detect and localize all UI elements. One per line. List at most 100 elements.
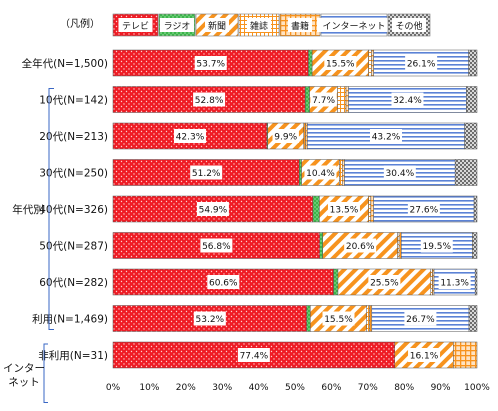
group-label-text: ネット	[8, 376, 40, 388]
data-label: 54.9%	[199, 206, 228, 216]
bar-segment	[368, 49, 372, 77]
bar-row: 54.9% 13.5% 27.6%	[112, 195, 478, 223]
legend-label: その他	[395, 20, 422, 32]
bar-segment	[308, 49, 313, 77]
data-label: 15.5%	[326, 60, 355, 70]
legend-item-4: 雑誌	[238, 13, 280, 37]
data-label: 60.6%	[209, 279, 238, 289]
bar-segment	[342, 159, 345, 186]
x-tick-label: 90%	[431, 383, 451, 393]
bar-segment	[371, 49, 374, 77]
data-label: 15.5%	[324, 315, 353, 325]
group-label-1: 年代別	[12, 88, 54, 330]
legend-label: 雑誌	[250, 20, 268, 32]
x-tick-label: 20%	[176, 383, 196, 393]
x-tick-label: 40%	[249, 383, 269, 393]
bar-segment	[466, 86, 478, 113]
data-label-bg	[196, 202, 229, 216]
legend-label-bg	[247, 18, 271, 32]
data-label: 11.3%	[440, 279, 469, 289]
group-bracket	[43, 343, 48, 403]
legend-title: （凡例）	[60, 17, 100, 30]
legend-label: ラジオ	[164, 21, 191, 32]
bar-segment	[304, 86, 310, 113]
bar-row: 53.7% 15.5% 26.1%	[112, 49, 478, 77]
data-label: 51.2%	[192, 169, 221, 179]
data-label: 25.5%	[370, 279, 399, 289]
data-label-bg	[322, 311, 355, 326]
data-label: 10.4%	[306, 169, 335, 179]
x-axis: 0% 10% 20% 30% 40% 50% 60% 70% 80% 90% 100%	[106, 383, 490, 393]
bar-segment	[368, 195, 371, 223]
row-label: 20代(N=213)	[39, 131, 108, 143]
bar-segment	[333, 268, 339, 296]
data-label: 9.9%	[274, 133, 297, 143]
data-label: 77.4%	[240, 352, 269, 362]
x-tick-label: 50%	[285, 383, 305, 393]
legend-label: テレビ	[122, 21, 149, 32]
data-label: 42.3%	[176, 133, 205, 143]
bar-segment	[464, 122, 478, 150]
data-label-bg	[391, 92, 424, 107]
data-label: 43.2%	[372, 133, 401, 143]
bar-segment	[305, 122, 308, 150]
bar-segment	[473, 195, 478, 223]
legend-item-5: 書籍	[279, 13, 321, 37]
data-label-bg	[173, 129, 206, 143]
bar-row: 60.6% 25.5% 11.3%	[112, 268, 478, 296]
data-label-bg	[383, 165, 416, 180]
bar-segment	[306, 305, 311, 332]
bar-segment	[398, 232, 402, 259]
data-label: 56.8%	[202, 242, 231, 252]
bar-segment	[299, 159, 302, 186]
bar-segment	[369, 305, 373, 332]
x-tick-label: 70%	[358, 383, 378, 393]
data-label-bg	[404, 311, 437, 326]
data-label: 27.6%	[410, 206, 439, 216]
group-label-2: インターネット	[3, 343, 48, 403]
legend: （凡例） テレビ ラジオ 新聞 雑誌 書籍 インターネット その他	[60, 13, 431, 37]
bar-segment	[472, 232, 478, 259]
data-label-bg	[344, 238, 377, 253]
data-label-bg	[272, 129, 299, 143]
bar-segment	[112, 305, 307, 332]
data-label: 32.4%	[393, 96, 422, 106]
data-label-bg	[438, 275, 471, 289]
group-label-text: インター	[3, 362, 45, 374]
data-label-bg	[193, 92, 226, 107]
bar-segment	[345, 86, 349, 113]
x-tick-label: 60%	[321, 383, 341, 393]
legend-label: 新聞	[208, 20, 226, 32]
bar-segment	[366, 305, 370, 332]
data-label: 53.7%	[196, 60, 225, 70]
legend-item-3: 新聞	[195, 13, 239, 37]
x-tick-label: 80%	[394, 383, 414, 393]
legend-label: インターネット	[322, 21, 385, 32]
legend-label-bg	[205, 18, 229, 32]
bar-row: 51.2% 10.4% 30.4%	[112, 159, 478, 186]
bar-row: 52.8% 7.7% 32.4%	[112, 86, 478, 113]
bar-segment	[468, 49, 478, 77]
legend-label-bg	[118, 18, 153, 32]
data-label-bg	[408, 348, 441, 362]
row-label: 10代(N=142)	[39, 95, 108, 107]
legend-item-7: その他	[387, 13, 431, 37]
legend-label-bg	[288, 18, 312, 32]
bar-segment	[112, 86, 306, 113]
bar-row: 42.3% 9.9% 43.2%	[112, 122, 478, 150]
bar-segment	[319, 232, 323, 259]
data-label: 13.5%	[330, 206, 359, 216]
x-tick-label: 0%	[106, 383, 121, 393]
data-label-bg	[193, 311, 226, 326]
bars: 53.7% 15.5% 26.1% 52.8% 7.7% 32.4% 42.3% 9.9% 43…	[112, 49, 478, 369]
bar-segment	[370, 195, 374, 223]
data-label-bg	[200, 238, 233, 253]
row-label: 全年代(N=1,500)	[22, 57, 108, 70]
data-label-bg	[324, 56, 357, 70]
data-label-bg	[237, 348, 270, 362]
row-label: 利用(N=1,469)	[32, 314, 108, 326]
bar-segment	[312, 195, 320, 223]
bar-row: 77.4% 16.1%	[112, 341, 478, 369]
